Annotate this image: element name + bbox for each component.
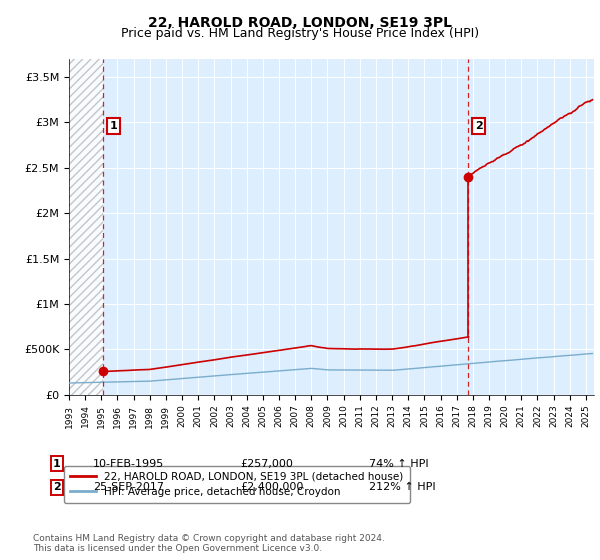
Text: 25-SEP-2017: 25-SEP-2017	[93, 482, 164, 492]
Text: 1: 1	[53, 459, 61, 469]
Text: £257,000: £257,000	[240, 459, 293, 469]
Legend: 22, HAROLD ROAD, LONDON, SE19 3PL (detached house), HPI: Average price, detached: 22, HAROLD ROAD, LONDON, SE19 3PL (detac…	[64, 465, 410, 503]
Text: 2: 2	[53, 482, 61, 492]
Text: 74% ↑ HPI: 74% ↑ HPI	[369, 459, 428, 469]
Bar	[69, 59, 103, 395]
Text: Price paid vs. HM Land Registry's House Price Index (HPI): Price paid vs. HM Land Registry's House …	[121, 27, 479, 40]
Text: 2: 2	[475, 121, 482, 131]
Text: 10-FEB-1995: 10-FEB-1995	[93, 459, 164, 469]
Text: Contains HM Land Registry data © Crown copyright and database right 2024.
This d: Contains HM Land Registry data © Crown c…	[33, 534, 385, 553]
Text: £2,400,000: £2,400,000	[240, 482, 304, 492]
Text: 22, HAROLD ROAD, LONDON, SE19 3PL: 22, HAROLD ROAD, LONDON, SE19 3PL	[148, 16, 452, 30]
Text: 1: 1	[110, 121, 117, 131]
Text: 212% ↑ HPI: 212% ↑ HPI	[369, 482, 436, 492]
